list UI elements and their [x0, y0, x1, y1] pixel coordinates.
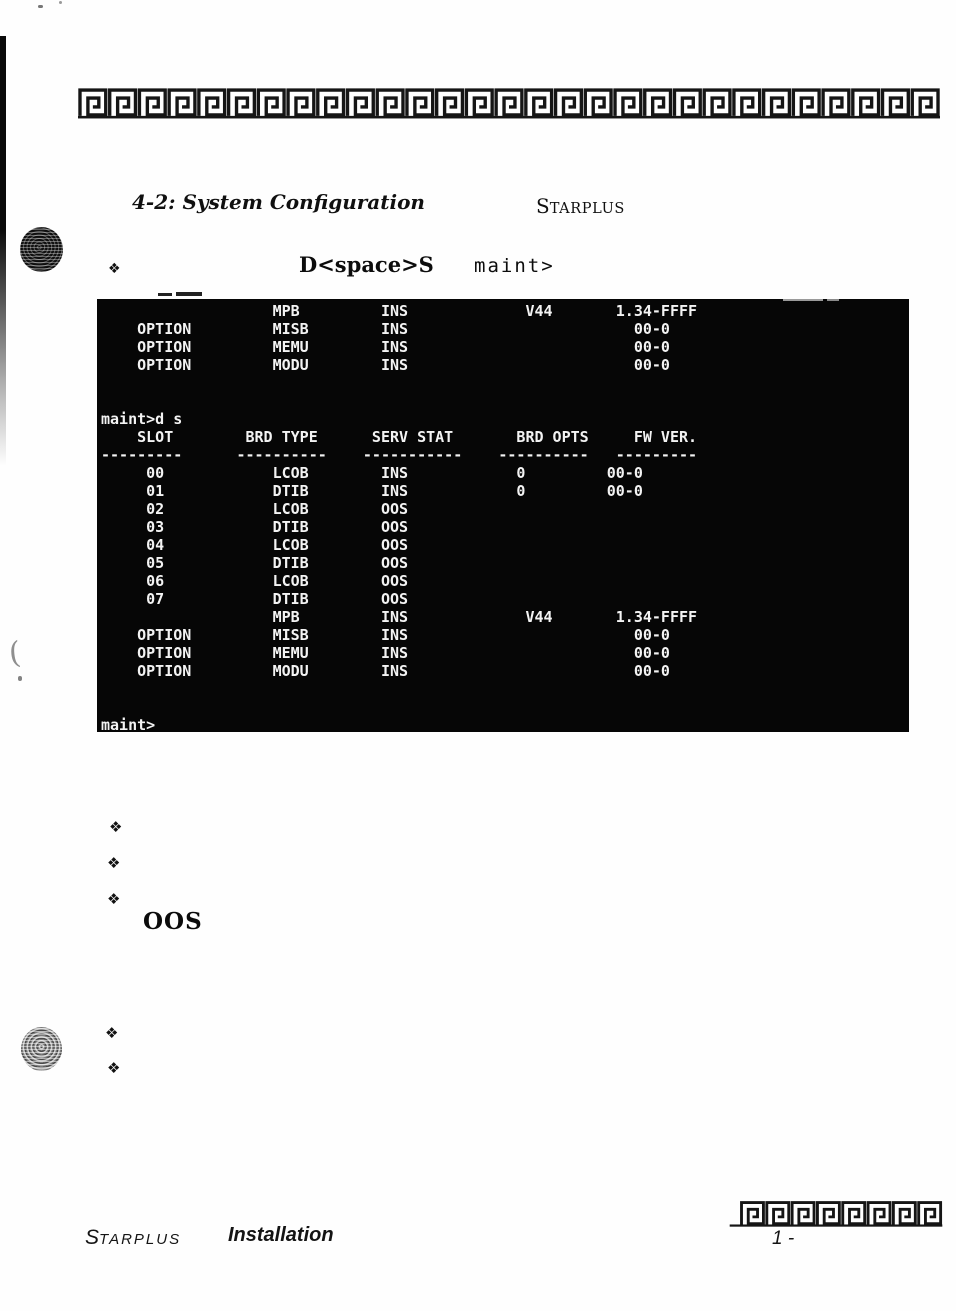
brand-starplus-header: STARPLUS	[536, 194, 625, 218]
scan-dash-artifact	[158, 293, 172, 296]
brand-starplus-footer: STARPLUS	[85, 1226, 181, 1250]
terminal-screen-text: MPB INS V44 1.34-FFFF OPTION MISB INS 00…	[101, 302, 698, 732]
oos-label: OOS	[143, 908, 203, 935]
diamond-bullet-icon: ❖	[108, 261, 121, 277]
binder-smudge-top	[20, 227, 63, 272]
diamond-bullet-icon: ❖	[109, 818, 123, 836]
binder-smudge-bottom	[21, 1027, 62, 1071]
scan-pen-mark: (	[7, 635, 23, 672]
brand-rest: TARPLUS	[549, 201, 625, 217]
greek-key-border-bottom	[729, 1201, 943, 1227]
prompt-text: maint>	[474, 255, 555, 277]
scan-pen-mark-dot	[18, 676, 22, 681]
terminal-screenshot: MPB INS V44 1.34-FFFF OPTION MISB INS 00…	[97, 299, 909, 732]
command-text: D<space>S	[299, 252, 434, 277]
section-title: 4-2: System Configuration	[132, 190, 425, 214]
scan-speck	[38, 5, 43, 8]
page-number: 1 -	[772, 1228, 795, 1249]
brand-initial: S	[536, 194, 550, 218]
scan-speck	[59, 1, 62, 4]
scan-artifact-left-bar	[0, 36, 6, 466]
diamond-bullet-icon: ❖	[107, 1059, 121, 1077]
brand-initial: S	[85, 1226, 100, 1249]
scan-dash-artifact	[827, 299, 839, 301]
brand-rest: TARPLUS	[99, 1231, 182, 1248]
diamond-bullet-icon: ❖	[107, 854, 121, 872]
greek-key-border-top	[78, 88, 940, 119]
document-title: Installation	[228, 1224, 334, 1246]
diamond-bullet-icon: ❖	[107, 890, 121, 908]
scan-dash-artifact	[176, 292, 202, 296]
diamond-bullet-icon: ❖	[105, 1024, 119, 1042]
scan-dash-artifact	[783, 299, 823, 301]
